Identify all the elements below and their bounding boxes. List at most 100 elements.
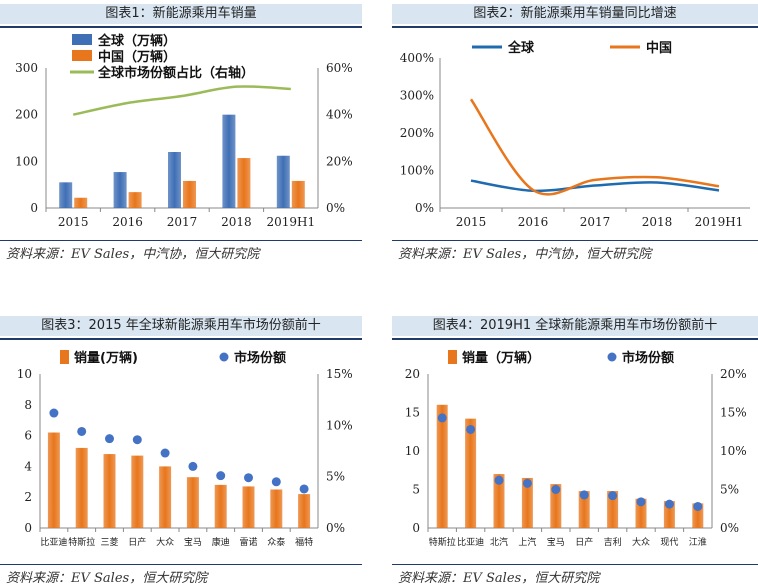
legend-swatch [60, 350, 69, 364]
x-tick-label: 2018 [642, 215, 673, 229]
y2-tick-label: 15% [720, 406, 747, 420]
chart1-title: 图表1：新能源乘用车销量 [0, 4, 362, 24]
x-tick-label: 北汽 [490, 536, 508, 548]
x-tick-label: 现代 [660, 537, 678, 548]
x-tick-label: 吉利 [604, 536, 622, 548]
y-tick-label: 100 [15, 154, 38, 168]
dot-share [216, 471, 225, 480]
y-tick-label: 0 [24, 521, 32, 535]
x-tick-label: 2017 [167, 215, 198, 229]
y-tick-label: 20 [405, 367, 420, 381]
legend-swatch [220, 353, 229, 362]
bar-china [292, 181, 305, 208]
legend-swatch [72, 34, 92, 45]
x-tick-label: 2015 [58, 215, 89, 229]
y2-tick-label: 10% [720, 444, 747, 458]
bar-sales [437, 405, 448, 528]
x-tick-label: 大众 [156, 536, 174, 548]
y-tick-label: 300% [400, 89, 434, 103]
bar-sales [243, 486, 255, 528]
bar-sales [298, 494, 310, 528]
y-tick-label: 8 [24, 398, 32, 412]
bar-sales [465, 419, 476, 528]
y2-tick-label: 0% [720, 521, 739, 535]
y-tick-label: 0 [412, 521, 420, 535]
x-tick-label: 三菱 [100, 536, 118, 548]
dot-share [49, 409, 58, 418]
y-tick-label: 0 [30, 201, 38, 215]
bar-sales [187, 477, 199, 528]
line-global [471, 181, 719, 191]
chart4-title: 图表4：2019H1 全球新能源乘用车市场份额前十 [392, 316, 758, 336]
x-tick-label: 日产 [575, 536, 593, 548]
bar-global [168, 152, 181, 208]
y-tick-label: 400% [400, 51, 434, 65]
legend-label: 中国（万辆） [98, 49, 176, 65]
bar-sales [48, 433, 60, 528]
legend-swatch [448, 350, 457, 364]
x-tick-label: 上汽 [518, 536, 536, 548]
legend-swatch [72, 50, 92, 61]
legend-label: 中国 [646, 40, 672, 56]
x-tick-label: 福特 [295, 536, 313, 548]
y2-tick-label: 20% [720, 367, 747, 381]
legend-label: 全球 [507, 40, 535, 56]
x-tick-label: 众泰 [267, 536, 285, 548]
y-tick-label: 200% [400, 126, 434, 140]
bar-sales [215, 485, 227, 528]
legend-label: 全球（万辆） [97, 33, 176, 49]
x-tick-label: 大众 [632, 536, 650, 548]
chart3-bottom-rule [0, 564, 362, 565]
y-tick-label: 4 [24, 459, 32, 473]
chart2-source: 资料来源：EV Sales，中汽协，恒大研究院 [398, 243, 651, 262]
chart3-title: 图表3：2015 年全球新能源乘用车市场份额前十 [0, 316, 362, 336]
y-tick-label: 6 [24, 429, 32, 443]
y2-tick-label: 5% [326, 470, 345, 484]
dot-share [244, 473, 253, 482]
dot-share [608, 491, 617, 500]
y-tick-label: 200 [15, 108, 38, 122]
y-tick-label: 100% [400, 164, 434, 178]
y-tick-label: 15 [405, 406, 420, 420]
chart4-source: 资料来源：EV Sales，恒大研究院 [398, 567, 599, 586]
x-tick-label: 特斯拉 [429, 536, 456, 548]
dot-share [580, 490, 589, 499]
dot-share [551, 485, 560, 494]
legend-label: 销量(万辆) [74, 350, 138, 366]
dot-share [133, 435, 142, 444]
chart4-bottom-rule [392, 564, 758, 565]
dot-share [693, 502, 702, 511]
x-tick-label: 比亚迪 [457, 536, 484, 548]
dot-share [105, 434, 114, 443]
dot-share [300, 484, 309, 493]
bar-china [237, 158, 250, 208]
y-tick-label: 10 [405, 444, 420, 458]
chart3-source: 资料来源：EV Sales，恒大研究院 [6, 567, 207, 586]
y2-tick-label: 60% [326, 61, 353, 75]
x-tick-label: 2019H1 [695, 215, 744, 229]
bar-global [59, 182, 72, 208]
bar-global [114, 172, 127, 208]
bar-sales [270, 490, 282, 529]
dot-share [438, 413, 447, 422]
share-line [73, 86, 291, 114]
x-tick-label: 2015 [456, 215, 487, 229]
legend-label: 销量（万辆） [462, 350, 540, 366]
dot-share [161, 449, 170, 458]
bar-china [129, 192, 142, 208]
bar-china [74, 198, 87, 208]
legend-swatch [608, 353, 617, 362]
x-tick-label: 2017 [580, 215, 611, 229]
x-tick-label: 雷诺 [239, 537, 257, 548]
y2-tick-label: 15% [326, 367, 353, 381]
y-tick-label: 2 [24, 490, 32, 504]
chart1-bottom-rule [0, 240, 362, 241]
x-tick-label: 宝马 [547, 536, 565, 548]
x-tick-label: 比亚迪 [40, 536, 67, 548]
chart4-top10-2019h1: 051015200%5%10%15%20%特斯拉比亚迪北汽上汽宝马日产吉利大众现… [392, 340, 758, 562]
bar-global [222, 115, 235, 208]
y-tick-label: 10 [17, 367, 32, 381]
x-tick-label: 康迪 [212, 536, 230, 548]
x-tick-label: 特斯拉 [68, 536, 95, 548]
